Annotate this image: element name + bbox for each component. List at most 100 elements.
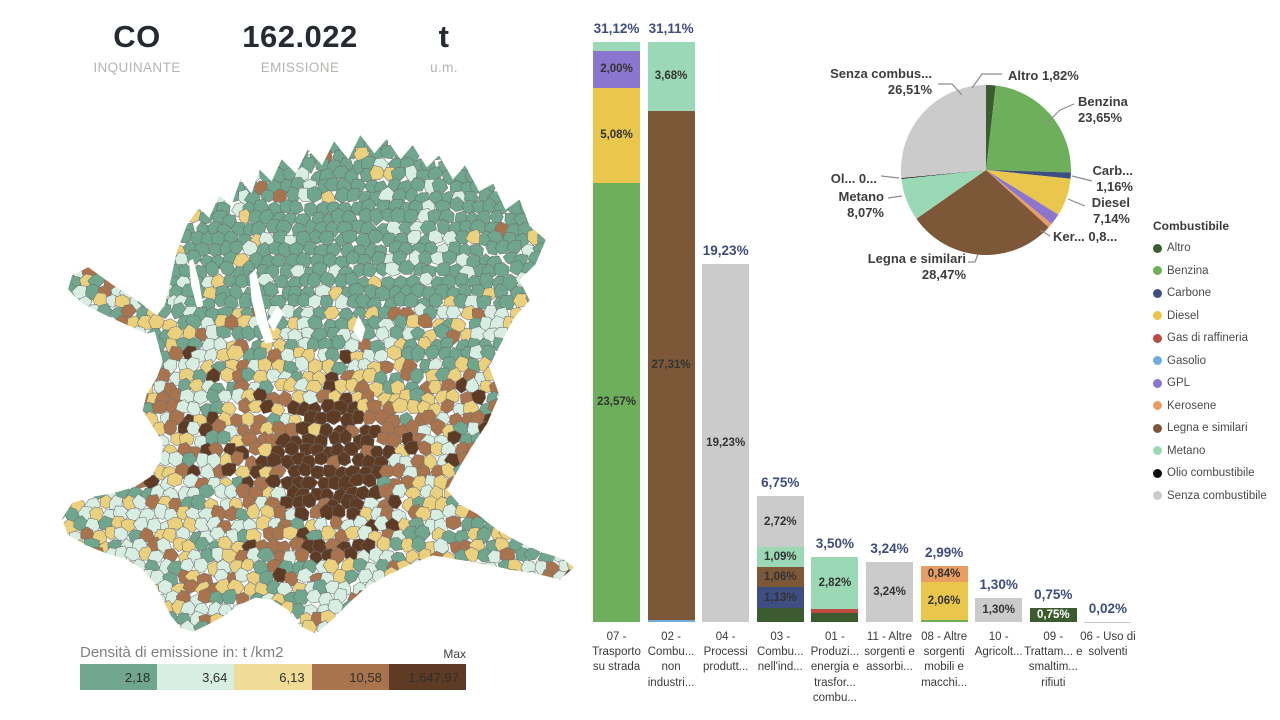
municipality-cell[interactable] — [296, 127, 314, 141]
municipality-cell[interactable] — [193, 118, 207, 133]
municipality-cell[interactable] — [249, 610, 267, 626]
municipality-cell[interactable] — [65, 545, 80, 564]
municipality-cell[interactable] — [391, 483, 408, 499]
municipality-cell[interactable] — [116, 464, 132, 482]
municipality-cell[interactable] — [472, 624, 490, 639]
municipality-cell[interactable] — [521, 431, 536, 447]
municipality-cell[interactable] — [512, 571, 529, 587]
municipality-cell[interactable] — [62, 220, 77, 235]
municipality-cell[interactable] — [527, 400, 542, 420]
municipality-cell[interactable] — [369, 165, 386, 181]
municipality-cell[interactable] — [572, 313, 582, 330]
municipality-cell[interactable] — [107, 579, 122, 594]
municipality-cell[interactable] — [83, 243, 98, 259]
municipality-cell[interactable] — [528, 178, 545, 196]
municipality-cell[interactable] — [95, 242, 111, 259]
municipality-cell[interactable] — [496, 494, 512, 510]
municipality-cell[interactable] — [430, 124, 446, 143]
municipality-cell[interactable] — [536, 313, 552, 330]
municipality-cell[interactable] — [107, 558, 124, 573]
municipality-cell[interactable] — [71, 369, 87, 384]
municipality-cell[interactable] — [413, 113, 427, 128]
municipality-cell[interactable] — [93, 609, 108, 627]
municipality-cell[interactable] — [139, 145, 155, 161]
municipality-cell[interactable] — [144, 116, 159, 131]
municipality-cell[interactable] — [558, 494, 574, 511]
municipality-cell[interactable] — [74, 452, 89, 469]
municipality-cell[interactable] — [236, 108, 252, 119]
municipality-cell[interactable] — [577, 593, 582, 606]
municipality-cell[interactable] — [265, 599, 283, 617]
municipality-cell[interactable] — [493, 262, 510, 278]
legend-item-carbone[interactable]: Carbone — [1153, 287, 1275, 299]
municipality-cell[interactable] — [126, 355, 142, 371]
municipality-cell[interactable] — [527, 317, 542, 333]
municipality-cell[interactable] — [85, 219, 100, 237]
map-municipalities[interactable] — [58, 108, 582, 644]
municipality-cell[interactable] — [510, 454, 526, 470]
municipality-cell[interactable] — [143, 583, 160, 598]
municipality-cell[interactable] — [128, 377, 146, 392]
municipality-cell[interactable] — [259, 108, 273, 119]
municipality-cell[interactable] — [358, 611, 373, 627]
municipality-cell[interactable] — [82, 473, 98, 489]
municipality-cell[interactable] — [149, 187, 166, 203]
municipality-cell[interactable] — [442, 614, 457, 628]
municipality-cell[interactable] — [455, 569, 471, 587]
municipality-cell[interactable] — [175, 127, 191, 143]
municipality-cell[interactable] — [113, 146, 130, 162]
municipality-cell[interactable] — [495, 387, 513, 404]
municipality-cell[interactable] — [494, 576, 512, 593]
municipality-cell[interactable] — [75, 592, 93, 608]
municipality-cell[interactable] — [572, 275, 582, 291]
municipality-cell[interactable] — [542, 346, 560, 362]
municipality-cell[interactable] — [151, 212, 167, 227]
municipality-cell[interactable] — [105, 253, 119, 269]
municipality-cell[interactable] — [212, 635, 227, 644]
municipality-cell[interactable] — [574, 189, 582, 203]
municipality-cell[interactable] — [82, 329, 99, 344]
municipality-cell[interactable] — [462, 463, 480, 480]
municipality-cell[interactable] — [78, 168, 95, 185]
municipality-cell[interactable] — [247, 399, 265, 414]
municipality-cell[interactable] — [98, 472, 114, 489]
municipality-cell[interactable] — [454, 355, 471, 373]
municipality-cell[interactable] — [538, 253, 557, 270]
municipality-cell[interactable] — [217, 136, 236, 151]
municipality-cell[interactable] — [479, 149, 493, 165]
municipality-cell[interactable] — [60, 579, 77, 593]
municipality-cell[interactable] — [80, 250, 96, 268]
municipality-cell[interactable] — [253, 603, 269, 618]
municipality-cell[interactable] — [142, 634, 157, 644]
municipality-cell[interactable] — [92, 338, 107, 355]
municipality-cell[interactable] — [514, 482, 532, 500]
municipality-cell[interactable] — [71, 159, 89, 176]
municipality-cell[interactable] — [489, 128, 507, 144]
municipality-cell[interactable] — [133, 370, 149, 387]
municipality-cell[interactable] — [514, 421, 529, 435]
municipality-cell[interactable] — [525, 166, 543, 181]
municipality-cell[interactable] — [146, 176, 161, 193]
bar-segment-senza-combustibile[interactable]: 1,30% — [975, 597, 1023, 622]
municipality-cell[interactable] — [560, 591, 577, 608]
municipality-cell[interactable] — [125, 334, 141, 351]
municipality-cell[interactable] — [58, 252, 68, 266]
municipality-cell[interactable] — [304, 114, 319, 129]
municipality-cell[interactable] — [545, 241, 561, 257]
municipality-cell[interactable] — [88, 316, 104, 331]
bar-segment-legna-e-similari[interactable]: 27,31% — [647, 110, 695, 620]
legend-item-diesel[interactable]: Diesel — [1153, 310, 1275, 322]
municipality-cell[interactable] — [544, 160, 561, 176]
municipality-cell[interactable] — [532, 302, 549, 321]
municipality-cell[interactable] — [145, 199, 162, 215]
municipality-cell[interactable] — [68, 338, 85, 355]
municipality-cell[interactable] — [457, 155, 475, 172]
municipality-cell[interactable] — [547, 578, 561, 593]
municipality-cell[interactable] — [527, 149, 545, 162]
municipality-cell[interactable] — [552, 145, 566, 162]
municipality-cell[interactable] — [502, 108, 517, 117]
municipality-cell[interactable] — [158, 221, 173, 238]
municipality-cell[interactable] — [225, 127, 242, 142]
municipality-cell[interactable] — [397, 623, 414, 636]
municipality-cell[interactable] — [270, 108, 287, 120]
